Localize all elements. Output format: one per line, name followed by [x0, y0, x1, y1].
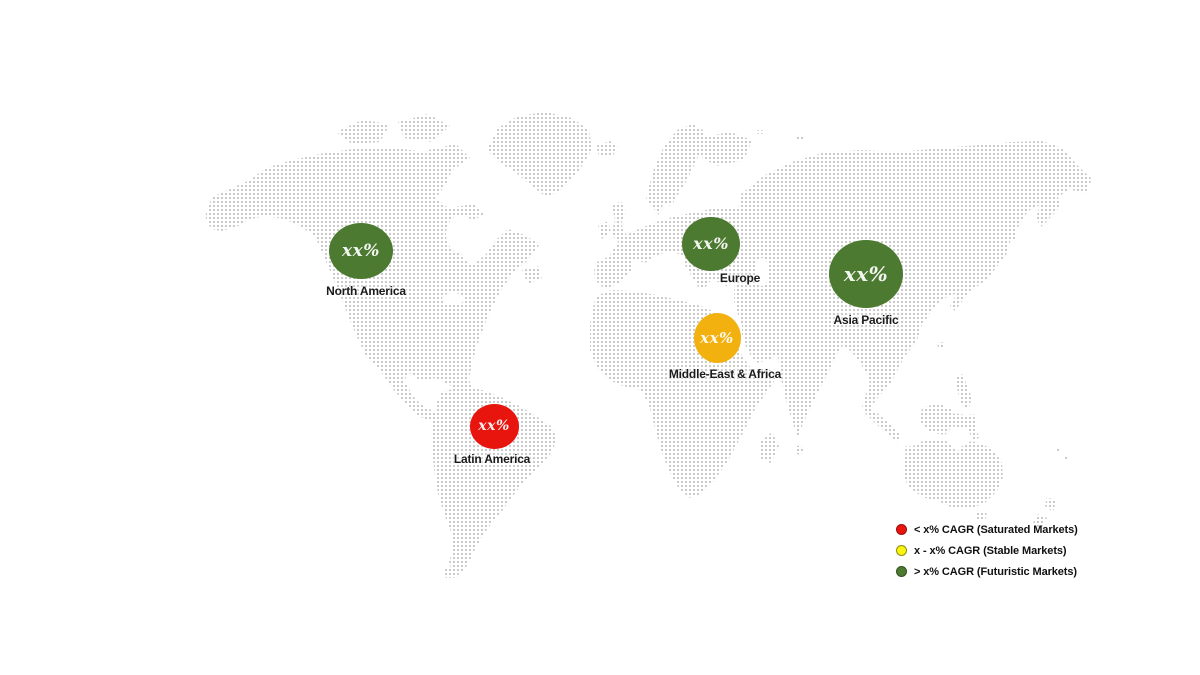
region-bubble-north-america: xx% [329, 223, 393, 279]
legend-swatch-red-circle [896, 524, 907, 535]
legend-label: < x% CAGR (Saturated Markets) [914, 523, 1078, 536]
region-label-north-america: North America [326, 284, 406, 298]
region-value: xx% [478, 418, 510, 434]
region-label-europe: Europe [719, 271, 761, 285]
region-bubble-latin-america: xx% [469, 403, 519, 449]
legend-swatch-yellow-circle [896, 545, 907, 556]
region-label-asia-pacific: Asia Pacific [833, 313, 899, 327]
legend-item-futuristic: > x% CAGR (Futuristic Markets) [896, 561, 1078, 582]
legend-label: x - x% CAGR (Stable Markets) [914, 544, 1067, 557]
region-bubble-middle-east-africa: xx% [693, 313, 741, 363]
legend-item-saturated: < x% CAGR (Saturated Markets) [896, 519, 1078, 540]
legend-swatch-green-circle [896, 566, 907, 577]
region-value: xx% [700, 328, 734, 347]
region-bubble-europe: xx% [682, 217, 740, 271]
region-value: xx% [693, 234, 729, 253]
region-value: xx% [843, 262, 889, 286]
region-label-middle-east-africa: Middle-East & Africa [668, 367, 782, 381]
legend: < x% CAGR (Saturated Markets) x - x% CAG… [896, 519, 1078, 582]
region-bubble-asia-pacific: xx% [829, 240, 903, 308]
region-value: xx% [342, 240, 380, 261]
legend-label: > x% CAGR (Futuristic Markets) [914, 565, 1077, 578]
legend-item-stable: x - x% CAGR (Stable Markets) [896, 540, 1078, 561]
region-label-latin-america: Latin America [453, 452, 531, 466]
